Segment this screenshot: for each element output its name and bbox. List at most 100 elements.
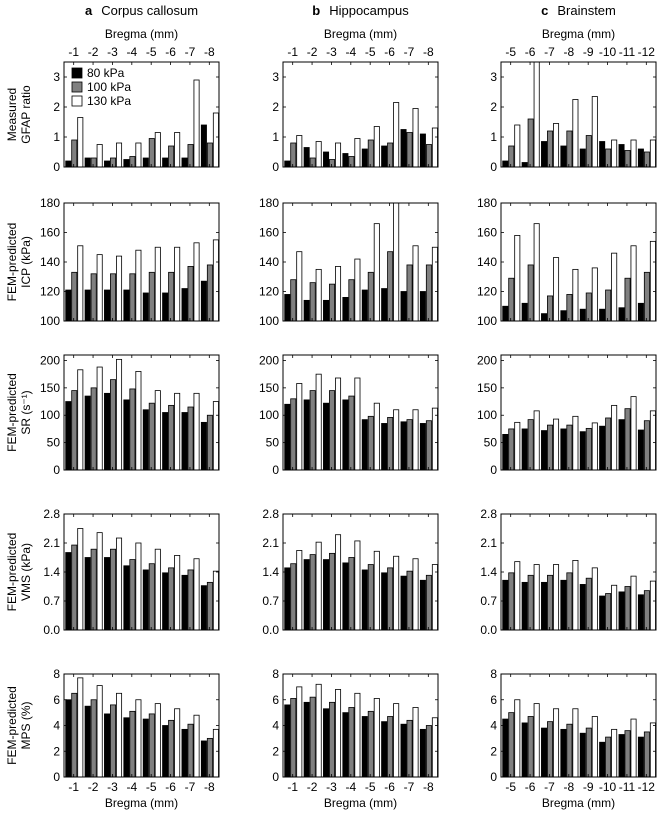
bar-80kpa--8 (200, 421, 207, 471)
bar-80kpa--1 (284, 567, 291, 631)
bar-130kpa--8 (572, 268, 579, 322)
bar-130kpa--3 (116, 255, 123, 322)
bar-80kpa--5 (142, 718, 149, 778)
panel-sr-corpus-callosum: 0 50 100 150 200 (40, 353, 220, 477)
top-axis-title: Bregma (mm) (324, 27, 397, 41)
bar-130kpa--2 (315, 268, 322, 322)
column-title: b Hippocampus (312, 3, 409, 18)
legend-label: 80 kPa (87, 66, 125, 80)
bar-80kpa--11 (618, 307, 625, 322)
bar-100kpa--8 (206, 142, 213, 168)
bar-100kpa--12 (643, 151, 650, 168)
y-tick-label: 180 (40, 196, 60, 210)
bar-80kpa--1 (65, 552, 72, 631)
legend-swatch (71, 67, 83, 79)
bar-80kpa--6 (162, 572, 169, 631)
bar-130kpa--8 (431, 564, 438, 631)
bar-100kpa--2 (90, 548, 97, 631)
bar-100kpa--7 (547, 295, 554, 322)
bar-80kpa--8 (560, 579, 567, 631)
bar-130kpa--10 (611, 139, 618, 168)
ylabel-line-1: FEM-predicted (5, 686, 19, 765)
bar-130kpa--5 (373, 550, 380, 631)
bar-130kpa--2 (96, 254, 103, 322)
bar-130kpa--1 (296, 135, 303, 168)
x-tick-label: -7 (544, 780, 555, 794)
bar-130kpa--9 (591, 716, 598, 778)
bar-100kpa--5 (367, 710, 374, 778)
bar-100kpa--11 (624, 586, 631, 631)
bar-100kpa--2 (309, 390, 316, 471)
y-tick-label: 6 (490, 693, 497, 707)
bar-80kpa--6 (381, 288, 388, 322)
row-ylabel: FEM-predicted ICP (kPa) (5, 223, 33, 302)
x-tick-label: -6 (165, 780, 176, 794)
bar-80kpa--1 (65, 401, 72, 471)
y-tick-label: 4 (272, 719, 279, 733)
bar-100kpa--5 (367, 271, 374, 322)
y-tick-label: 0.0 (480, 623, 497, 637)
bar-100kpa--2 (90, 387, 97, 471)
x-tick-label: -12 (638, 780, 656, 794)
x-tick-label: -1 (287, 780, 298, 794)
bar-80kpa--2 (84, 289, 91, 322)
bar-130kpa--7 (553, 123, 560, 168)
bar-100kpa--7 (187, 569, 194, 631)
bar-130kpa--5 (514, 124, 521, 168)
bar-130kpa--5 (514, 421, 521, 471)
bar-130kpa--1 (296, 383, 303, 471)
bar-130kpa--11 (630, 575, 637, 631)
y-tick-label: 50 (266, 436, 280, 450)
bar-100kpa--7 (187, 266, 194, 322)
y-tick-label: 150 (477, 381, 497, 395)
bar-100kpa--9 (585, 292, 592, 322)
bar-100kpa--6 (387, 417, 394, 471)
bar-130kpa--2 (315, 541, 322, 631)
bar-130kpa--5 (373, 402, 380, 471)
bar-80kpa--5 (502, 160, 509, 168)
bar-130kpa--2 (315, 141, 322, 168)
bar-130kpa--5 (373, 698, 380, 778)
bar-130kpa--6 (533, 410, 540, 471)
bar-80kpa--6 (521, 722, 528, 778)
bar-80kpa--9 (579, 732, 586, 778)
bar-80kpa--7 (181, 412, 188, 471)
bar-80kpa--4 (123, 289, 130, 322)
bar-130kpa--12 (649, 410, 656, 471)
bar-80kpa--7 (400, 129, 407, 168)
y-tick-label: 0 (272, 463, 279, 477)
bar-80kpa--12 (637, 429, 644, 471)
y-tick-label: 120 (259, 285, 279, 299)
bar-80kpa--10 (599, 308, 606, 322)
bar-130kpa--8 (212, 401, 219, 471)
bar-80kpa--1 (284, 160, 291, 168)
bar-130kpa--7 (412, 558, 419, 631)
bar-100kpa--5 (508, 712, 515, 778)
bar-100kpa--5 (508, 145, 515, 168)
top-tick-label: -7 (404, 45, 415, 59)
bar-80kpa--5 (502, 718, 509, 778)
bar-100kpa--1 (71, 390, 78, 471)
x-tick-label: -8 (423, 780, 434, 794)
y-tick-label: 180 (259, 196, 279, 210)
top-axis-title: Bregma (mm) (542, 27, 615, 41)
bar-130kpa--11 (630, 718, 637, 778)
panel-gfap-brainstem: -5 -6 -7 -8 -9 -10 -11 -12 0 1 2 3 (490, 45, 657, 174)
bar-80kpa--1 (284, 403, 291, 471)
bar-80kpa--6 (381, 145, 388, 168)
y-tick-label: 0.0 (262, 623, 279, 637)
bar-100kpa--2 (90, 273, 97, 322)
bar-130kpa--3 (335, 266, 342, 322)
ylabel-line-2: MPS (%) (19, 701, 33, 749)
bar-100kpa--1 (71, 271, 78, 322)
bar-100kpa--5 (508, 572, 515, 631)
bar-100kpa--4 (348, 156, 355, 168)
y-tick-label: 50 (484, 436, 498, 450)
bar-80kpa--4 (123, 565, 130, 631)
bar-130kpa--4 (135, 371, 142, 471)
legend-entry-100kpa: 100 kPa (71, 80, 131, 94)
top-tick-label: -6 (384, 45, 395, 59)
column-title: a Corpus callosum (85, 3, 198, 18)
bar-80kpa--7 (400, 575, 407, 631)
y-tick-label: 50 (47, 436, 61, 450)
